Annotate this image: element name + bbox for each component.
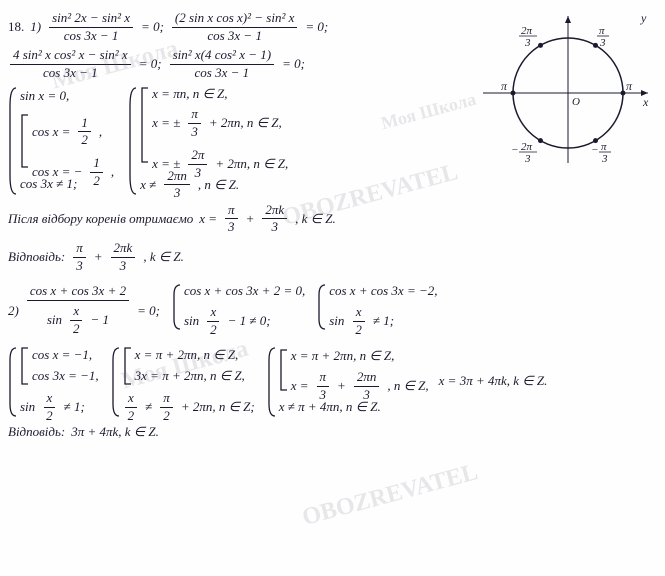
equation-part2: 2) cos x + cos 3x + 2 sinx2− 1 = 0; cos … (8, 283, 657, 340)
unit-circle-diagram: y x O π π π 3 2π 3 − π 3 − 2π 3 (473, 8, 653, 168)
svg-text:2π: 2π (521, 141, 533, 153)
after-selection-text: Після відбору коренів отримаємо x = π3 +… (8, 202, 657, 237)
svg-text:π: π (599, 25, 605, 37)
svg-text:3: 3 (601, 153, 608, 165)
svg-text:2π: 2π (521, 25, 533, 37)
svg-text:y: y (640, 11, 647, 25)
answer-2: Відповідь: 3π + 4πk, k ∈ Z. (8, 424, 657, 441)
svg-text:3: 3 (524, 37, 531, 49)
svg-text:−: − (591, 144, 598, 156)
svg-text:x: x (642, 95, 649, 109)
svg-text:3: 3 (599, 37, 606, 49)
svg-text:3: 3 (524, 153, 531, 165)
problem-number: 18. (8, 19, 24, 36)
answer-1: Відповідь: π3 + 2πk3 , k ∈ Z. (8, 240, 657, 275)
svg-text:−: − (511, 144, 518, 156)
svg-text:π: π (626, 79, 633, 93)
part1-label: 1) (30, 19, 41, 36)
svg-text:π: π (501, 79, 508, 93)
cases-row-2: cos x = −1, cos 3x = −1, sinx2≠ 1; x = π… (8, 346, 657, 418)
watermark: OBOZREVATEL (299, 457, 481, 534)
svg-text:O: O (572, 96, 580, 108)
svg-text:π: π (601, 141, 607, 153)
